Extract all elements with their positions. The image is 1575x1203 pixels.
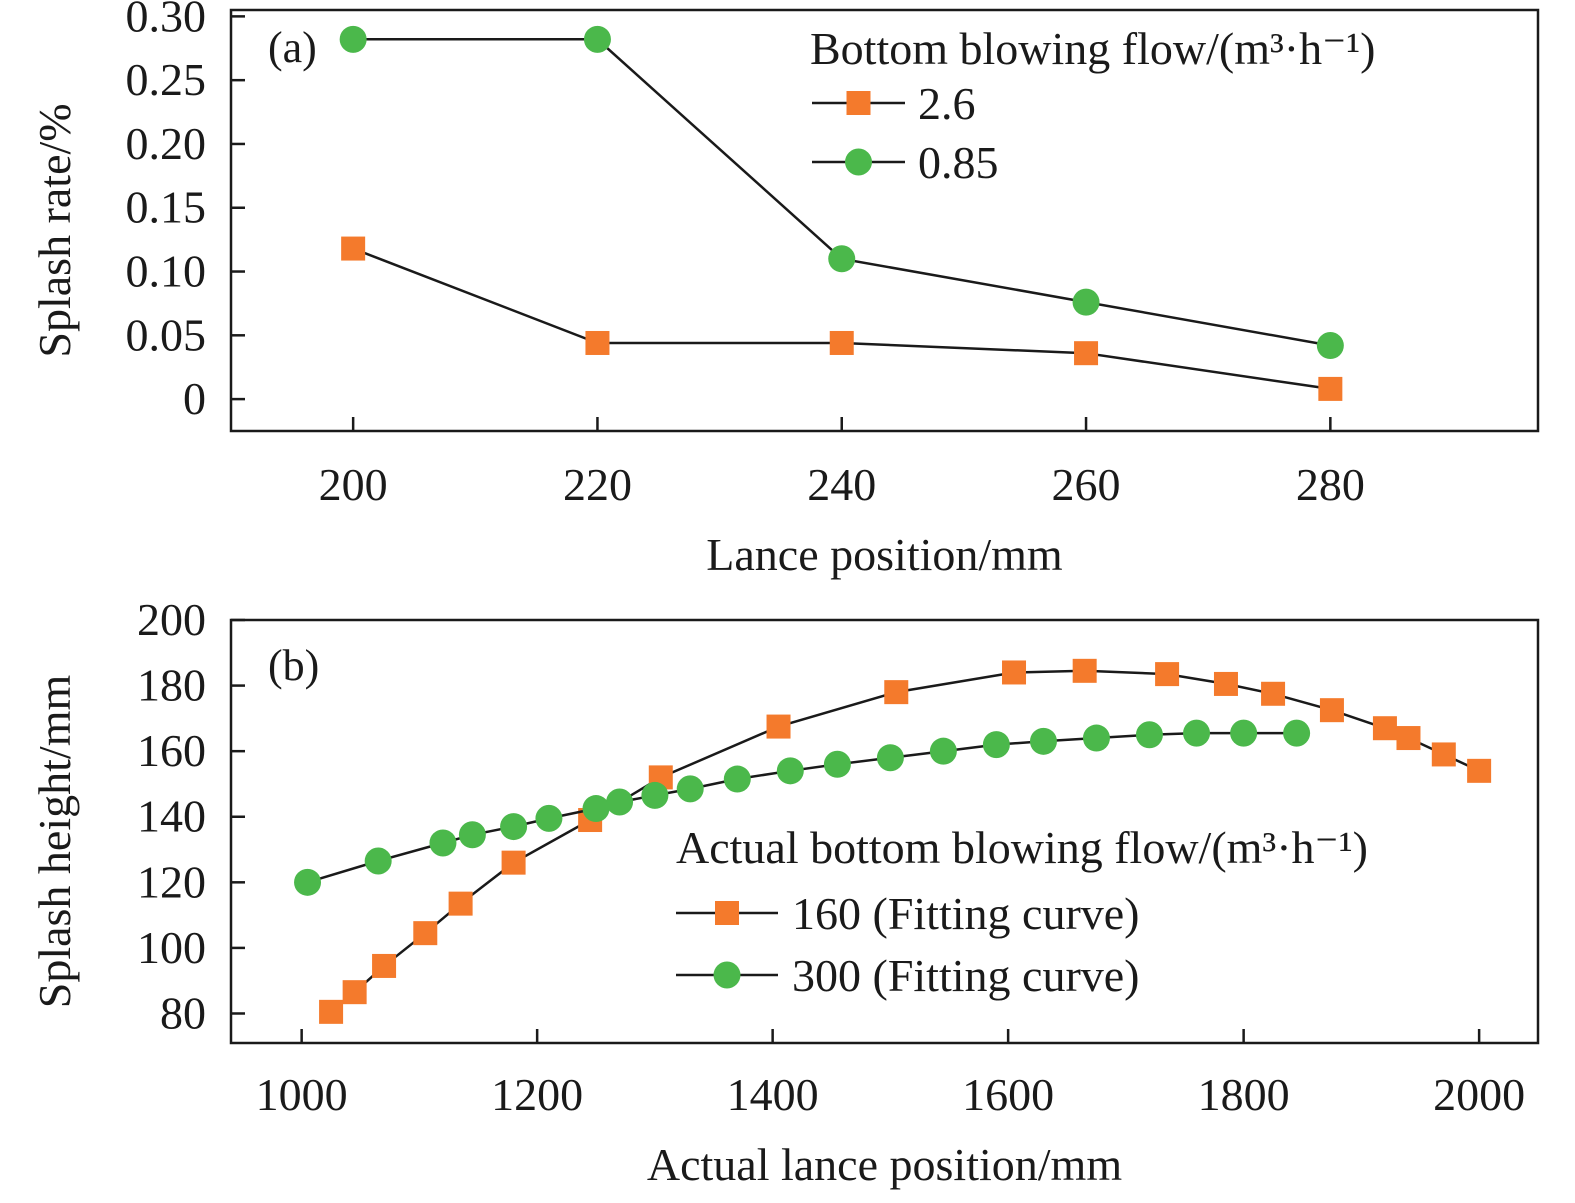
- data-point-square: [1213, 671, 1238, 696]
- x-tick-label: 260: [1052, 459, 1121, 510]
- data-point-circle: [294, 868, 322, 896]
- legend-marker-square: [846, 91, 871, 115]
- y-tick-label: 140: [137, 791, 206, 842]
- y-axis-title: Splash height/mm: [29, 675, 80, 1009]
- legend-title: Bottom blowing flow/(m³·h⁻¹): [810, 23, 1376, 74]
- data-point-square: [372, 953, 397, 978]
- data-point-square: [319, 999, 344, 1024]
- data-point-circle: [823, 750, 851, 778]
- y-tick-label: 0.15: [126, 182, 207, 233]
- data-point-square: [341, 236, 366, 261]
- x-tick-label: 200: [319, 459, 388, 510]
- data-point-square: [413, 921, 438, 946]
- legend-marker-circle: [713, 961, 741, 989]
- data-point-circle: [1082, 724, 1110, 752]
- data-point-circle: [364, 847, 392, 875]
- data-point-circle: [876, 744, 904, 772]
- panel-label: (b): [268, 641, 319, 690]
- data-point-square: [501, 850, 526, 875]
- y-tick-label: 0.20: [126, 118, 207, 169]
- data-point-circle: [582, 795, 610, 823]
- x-tick-label: 220: [563, 459, 632, 510]
- x-tick-label: 1400: [727, 1069, 819, 1120]
- series-line-1: [353, 38, 1331, 347]
- data-point-circle: [606, 788, 634, 816]
- legend-entry-label: 300 (Fitting curve): [792, 950, 1140, 1001]
- data-point-square: [1319, 698, 1344, 723]
- legend-entry-label: 0.85: [918, 137, 999, 188]
- data-point-circle: [929, 737, 957, 765]
- legend-title: Actual bottom blowing flow/(m³·h⁻¹): [676, 822, 1368, 873]
- x-axis-title: Actual lance position/mm: [647, 1139, 1122, 1190]
- data-point-circle: [982, 731, 1010, 759]
- data-point-square: [829, 330, 854, 355]
- y-tick-label: 100: [137, 922, 206, 973]
- data-point-square: [1072, 658, 1097, 683]
- data-point-circle: [1183, 719, 1211, 747]
- x-tick-label: 240: [807, 459, 876, 510]
- data-point-circle: [1230, 719, 1258, 747]
- data-point-square: [342, 980, 367, 1005]
- plot-frame: [229, 8, 1540, 433]
- data-point-circle: [535, 804, 563, 832]
- y-tick-label: 0.30: [126, 0, 207, 41]
- data-point-square: [766, 714, 791, 739]
- panel-b: 1000 1200 1400 1600 1800 2000 80 100 120 140 160 18…: [29, 594, 1540, 1190]
- data-point-square: [1372, 716, 1397, 741]
- data-point-square: [1074, 341, 1099, 366]
- data-point-circle: [500, 813, 528, 841]
- data-point-square: [1467, 758, 1492, 783]
- data-point-square: [448, 891, 473, 916]
- x-tick-label: 1800: [1198, 1069, 1290, 1120]
- y-tick-label: 200: [137, 594, 206, 645]
- panel-label: (a): [268, 23, 317, 72]
- legend-entry-label: 160 (Fitting curve): [792, 888, 1140, 939]
- data-point-circle: [1072, 288, 1100, 316]
- data-point-square: [1155, 662, 1180, 687]
- data-point-circle: [723, 765, 751, 793]
- data-point-square: [1431, 742, 1456, 767]
- y-tick-label: 160: [137, 725, 206, 776]
- plot-frame: [229, 618, 1540, 1045]
- data-point-square: [1396, 726, 1421, 751]
- data-point-circle: [1316, 332, 1344, 360]
- data-point-circle: [828, 245, 856, 273]
- data-point-circle: [1283, 719, 1311, 747]
- y-tick-label: 0.05: [126, 309, 207, 360]
- y-axis-title: Splash rate/%: [29, 103, 80, 357]
- data-point-circle: [429, 829, 457, 857]
- y-tick-label: 80: [160, 987, 206, 1038]
- data-point-circle: [776, 757, 804, 785]
- x-tick-label: 1600: [962, 1069, 1054, 1120]
- x-tick-label: 280: [1296, 459, 1365, 510]
- x-tick-label: 1000: [256, 1069, 348, 1120]
- data-point-square: [1318, 376, 1343, 401]
- x-tick-label: 1200: [491, 1069, 583, 1120]
- x-axis-title: Lance position/mm: [706, 529, 1063, 580]
- y-tick-label: 0: [183, 373, 206, 424]
- data-point-circle: [1135, 721, 1163, 749]
- data-point-circle: [1029, 727, 1057, 755]
- data-point-square: [585, 330, 610, 355]
- data-point-circle: [339, 25, 367, 53]
- data-point-circle: [583, 25, 611, 53]
- y-tick-label: 180: [137, 660, 206, 711]
- data-point-circle: [458, 821, 486, 849]
- y-tick-label: 120: [137, 856, 206, 907]
- legend-marker-circle: [845, 148, 872, 176]
- panel-a: 200 220 240 260 280 0 0.05 0.10 0.15 0.20 0.25 0.30…: [29, 0, 1540, 580]
- data-point-square: [884, 680, 909, 705]
- data-point-square: [1261, 681, 1286, 706]
- y-tick-label: 0.10: [126, 246, 207, 297]
- legend-marker-square: [715, 901, 739, 925]
- data-point-circle: [676, 775, 704, 803]
- legend-entry-label: 2.6: [918, 78, 976, 129]
- data-point-circle: [641, 781, 669, 809]
- x-tick-label: 2000: [1433, 1069, 1525, 1120]
- series-line-1: [307, 731, 1297, 884]
- y-tick-label: 0.25: [126, 54, 207, 105]
- data-point-square: [1002, 660, 1027, 685]
